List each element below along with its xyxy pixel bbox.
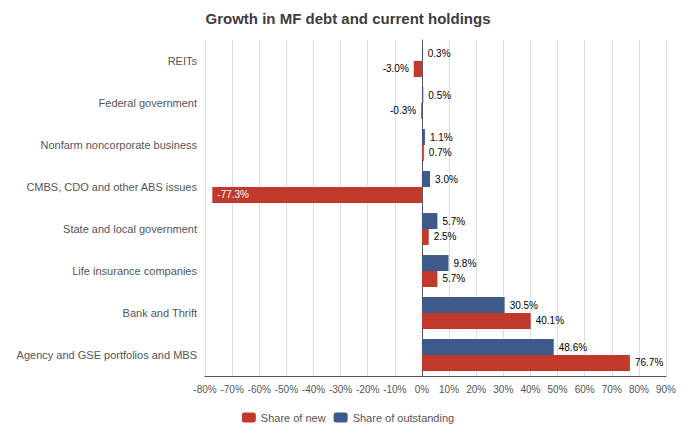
svg-text:Life insurance companies: Life insurance companies: [72, 265, 197, 277]
svg-text:0%: 0%: [415, 384, 430, 395]
svg-text:9.8%: 9.8%: [454, 258, 477, 269]
svg-text:50%: 50%: [548, 384, 568, 395]
svg-text:-40%: -40%: [302, 384, 325, 395]
svg-text:-80%: -80%: [193, 384, 216, 395]
svg-text:Growth in MF debt and current: Growth in MF debt and current holdings: [206, 10, 491, 27]
svg-text:-50%: -50%: [275, 384, 298, 395]
svg-text:Agency and GSE portfolios and: Agency and GSE portfolios and MBS: [17, 349, 197, 361]
svg-text:-20%: -20%: [356, 384, 379, 395]
svg-text:State and local government: State and local government: [63, 223, 197, 235]
svg-text:60%: 60%: [575, 384, 595, 395]
svg-text:40.1%: 40.1%: [536, 315, 564, 326]
svg-text:-77.3%: -77.3%: [217, 189, 249, 200]
svg-text:-3.0%: -3.0%: [383, 63, 409, 74]
svg-text:10%: 10%: [439, 384, 459, 395]
svg-text:CMBS, CDO and other ABS issues: CMBS, CDO and other ABS issues: [26, 181, 197, 193]
svg-text:Nonfarm noncorporate business: Nonfarm noncorporate business: [40, 139, 197, 151]
svg-text:80%: 80%: [629, 384, 649, 395]
svg-text:5.7%: 5.7%: [442, 216, 465, 227]
svg-text:2.5%: 2.5%: [434, 231, 457, 242]
svg-text:0.7%: 0.7%: [429, 147, 452, 158]
svg-text:76.7%: 76.7%: [635, 357, 663, 368]
svg-text:48.6%: 48.6%: [559, 342, 587, 353]
svg-text:1.1%: 1.1%: [430, 132, 453, 143]
svg-text:20%: 20%: [466, 384, 486, 395]
svg-text:-10%: -10%: [383, 384, 406, 395]
svg-text:Share of new: Share of new: [261, 412, 326, 424]
svg-text:30%: 30%: [493, 384, 513, 395]
svg-text:Share of outstanding: Share of outstanding: [353, 412, 455, 424]
svg-text:0.3%: 0.3%: [428, 48, 451, 59]
svg-text:5.7%: 5.7%: [442, 273, 465, 284]
svg-text:Bank and Thrift: Bank and Thrift: [123, 307, 197, 319]
svg-text:0.5%: 0.5%: [428, 90, 451, 101]
svg-text:-30%: -30%: [329, 384, 352, 395]
svg-text:-0.3%: -0.3%: [390, 105, 416, 116]
svg-text:90%: 90%: [656, 384, 676, 395]
svg-text:-70%: -70%: [220, 384, 243, 395]
svg-text:3.0%: 3.0%: [435, 174, 458, 185]
svg-text:REITs: REITs: [168, 55, 198, 67]
svg-text:-60%: -60%: [248, 384, 271, 395]
svg-text:70%: 70%: [602, 384, 622, 395]
svg-text:40%: 40%: [520, 384, 540, 395]
svg-text:Federal government: Federal government: [99, 97, 197, 109]
svg-text:30.5%: 30.5%: [510, 300, 538, 311]
